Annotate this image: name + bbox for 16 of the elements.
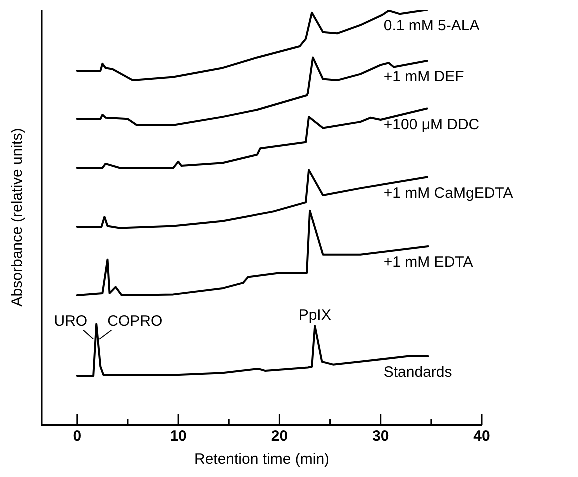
x-tick-label: 30 — [372, 428, 390, 446]
x-tick-label: 20 — [271, 428, 288, 446]
series-label: +100 μM DDC — [384, 116, 480, 134]
y-axis-title: Absorbance (relative units) — [9, 128, 26, 307]
x-tick-label: 10 — [170, 428, 187, 446]
x-tick-label: 40 — [474, 428, 490, 446]
series-label: 0.1 mM 5-ALA — [384, 18, 480, 35]
series-label: +1 mM DEF — [384, 68, 464, 86]
x-axis-title: Retention time (min) — [194, 451, 330, 468]
annotation: URO — [54, 313, 88, 330]
x-tick-label: 0 — [73, 428, 82, 446]
series-label: +1 mM EDTA — [384, 254, 474, 272]
annotation: COPRO — [108, 313, 163, 330]
series-label: Standards — [384, 364, 452, 382]
series-label: +1 mM CaMgEDTA — [384, 184, 514, 202]
annotation: PpIX — [298, 306, 332, 324]
